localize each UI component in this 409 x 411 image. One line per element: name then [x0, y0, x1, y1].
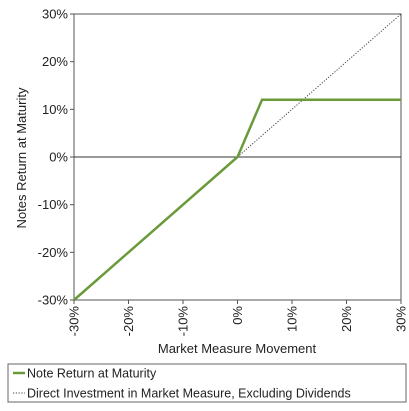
legend-label-note-return: Note Return at Maturity [27, 367, 157, 381]
y-tick-label: -10% [38, 197, 69, 212]
x-tick-label: -20% [121, 306, 136, 337]
legend: Note Return at Maturity Direct Investmen… [7, 363, 407, 403]
legend-label-direct-investment: Direct Investment in Market Measure, Exc… [27, 387, 351, 401]
plot-layer [73, 13, 402, 301]
y-tick-label: 20% [42, 54, 68, 69]
x-axis-title: Market Measure Movement [158, 341, 317, 356]
x-tick-label: 20% [339, 306, 354, 332]
y-axis-title: Notes Return at Maturity [14, 87, 29, 228]
y-tick-label: -20% [38, 245, 69, 260]
x-tick-label: 10% [285, 306, 300, 332]
x-tick-label: 30% [394, 306, 409, 332]
y-tick-label: 10% [42, 102, 68, 117]
x-tick-label: -30% [67, 306, 82, 337]
y-tick-label: 0% [49, 150, 68, 165]
series-line-direct-investment [237, 13, 402, 158]
y-tick-label: -30% [38, 293, 69, 308]
x-tick-label: 0% [230, 306, 245, 325]
series-line-note-return [73, 98, 401, 301]
x-tick-label: -10% [176, 306, 191, 337]
y-tick-label: 30% [42, 7, 68, 22]
tick-layer: -30% -20% -10% 0% 10% 20% 30% -30% -20% -10% 0% 10%… [38, 7, 409, 337]
legend-box [7, 363, 407, 403]
